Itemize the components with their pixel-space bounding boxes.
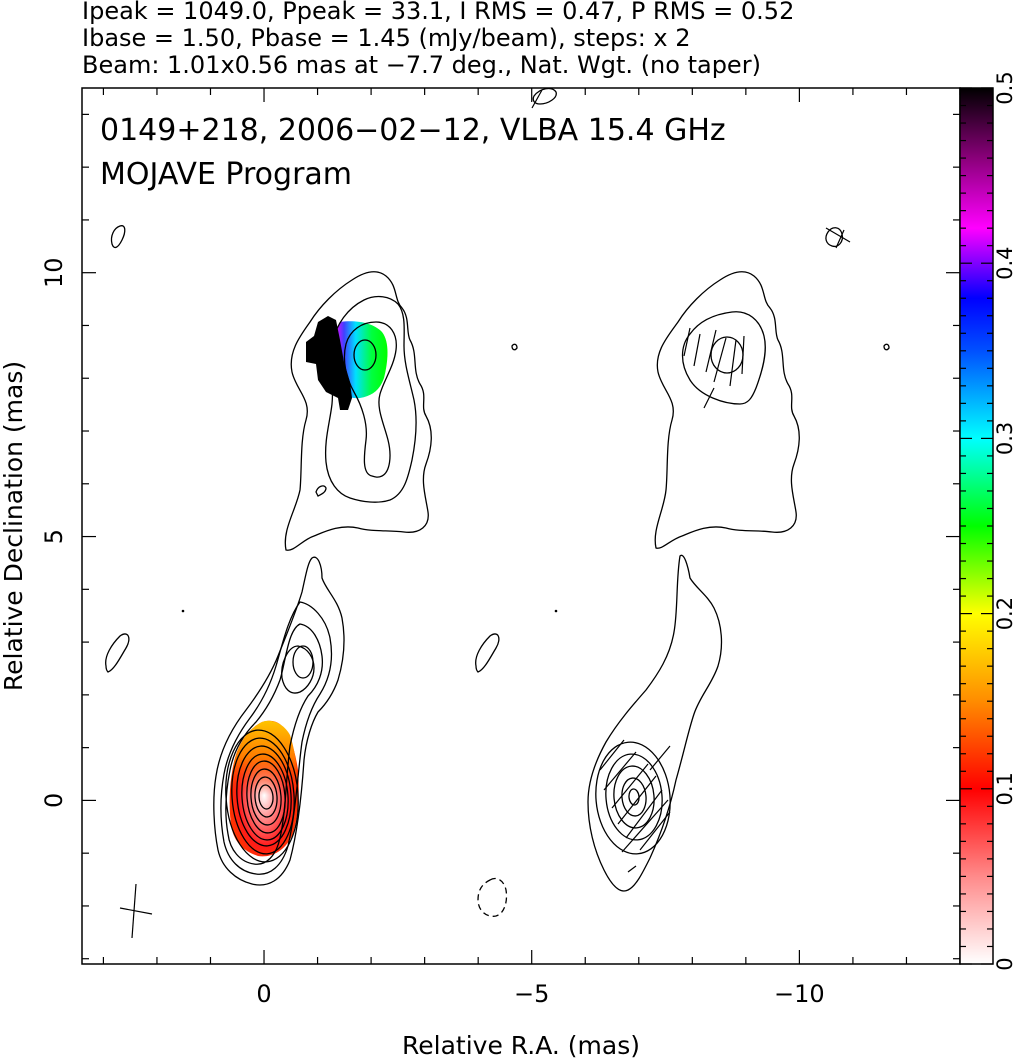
colorbar-tick-label: 0 [993,957,1017,970]
contour-left-2 [220,601,333,875]
contour-top-edge [532,88,557,105]
evpa-n-6 [741,335,745,375]
right-core-contour-1 [595,741,671,855]
evpa-n-2 [693,333,701,367]
island-right-vector-2 [835,229,845,249]
core-contour-6 [250,768,282,826]
x-tick-label: −5 [514,980,549,1008]
x-ticks: 0 −5 −10 [102,88,961,1008]
contour-left-north-4 [353,339,377,371]
contour-right-north-2 [681,311,766,405]
contour-negative [477,877,508,917]
evpa-vectors-core [599,739,671,873]
core-contour-3 [236,745,292,847]
evpa-n-4 [713,337,727,383]
evpa-c-1 [599,739,625,771]
contour-left-5 [292,645,314,679]
contour-island-left-2 [105,633,130,673]
beam-minor-axis [119,907,153,915]
evpa-c-9 [627,865,637,873]
island-right-vector [825,227,851,243]
x-tick-label: 0 [256,980,271,1008]
evpa-c-3 [611,763,649,809]
core-contour-7 [254,776,278,818]
y-tick-label: 5 [40,529,68,544]
evpa-n-7 [703,387,715,409]
evpa-n-1 [683,327,691,357]
evpa-c-5 [625,789,663,839]
contour-left-outer-lower [213,556,345,886]
noise-dot-2 [554,609,558,613]
header-line-1: Ipeak = 1049.0, Ppeak = 33.1, I RMS = 0.… [82,0,794,25]
beam-marker [119,883,153,939]
core-contour-2 [231,737,295,855]
y-tick-label: 10 [40,257,68,288]
intensity-contours [105,88,890,939]
evpa-c-7 [639,811,671,851]
colorbar-tick-label: 0.3 [993,422,1017,455]
contour-left-north-outer [284,270,432,551]
contour-right-north-outer [654,270,800,549]
program-title: MOJAVE Program [100,157,352,192]
source-title: 0149+218, 2006−02−12, VLBA 15.4 GHz [100,113,726,148]
core-contour-5 [246,760,286,834]
x-tick-label: −10 [774,980,825,1008]
x-axis-label: Relative R.A. (mas) [402,1031,640,1060]
evpa-c-4 [617,775,657,825]
y-ticks: 0 5 10 [40,113,960,960]
evpa-c-8 [649,745,671,771]
core-contour-4 [241,753,289,841]
right-core-contour-2 [605,753,663,841]
y-axis-label: Relative Declination (mas) [0,361,28,691]
noise-dot-1 [181,609,185,613]
contour-right-outer-lower [587,554,723,892]
contour-left-3 [225,623,324,865]
contour-island-mid-1 [475,633,500,673]
core-contour-1 [225,729,299,863]
contour-left-north-2 [324,295,417,503]
right-core-contour-4 [621,777,647,817]
contour-right-north-3 [710,336,744,374]
contour-left-north-3 [343,321,397,478]
evpa-n-5 [729,339,737,387]
colorbar-tick-label: 0.2 [993,597,1017,630]
knot-polarization-edge [306,316,352,410]
contour-island-right-2 [883,343,890,351]
plot-frame [81,87,961,965]
contour-island-left-1 [110,225,126,249]
contour-island-mid-2 [511,343,518,351]
contour-island-left-3 [315,485,327,497]
header-line-2: Ibase = 1.50, Pbase = 1.45 (mJy/beam), s… [82,24,691,52]
y-tick-label: 0 [40,793,68,808]
colorbar-tick-label: 0.4 [993,246,1017,279]
colorbar-tick-label: 0.5 [993,71,1017,104]
evpa-n-3 [705,329,717,373]
contour-island-right-1 [825,227,844,248]
header-line-3: Beam: 1.01x0.56 mas at −7.7 deg., Nat. W… [82,51,761,79]
beam-edge-vector [531,89,543,109]
evpa-c-6 [621,799,669,853]
evpa-vectors-north [683,327,745,409]
core-contour-8 [258,784,274,810]
right-core-contour-3 [613,765,655,829]
evpa-c-2 [603,751,637,791]
colorbar-ticks: 0 0.1 0.2 0.3 0.4 0.5 [960,71,1017,971]
polarization-color-map [229,316,388,857]
colorbar-tick-label: 0.1 [993,772,1017,805]
